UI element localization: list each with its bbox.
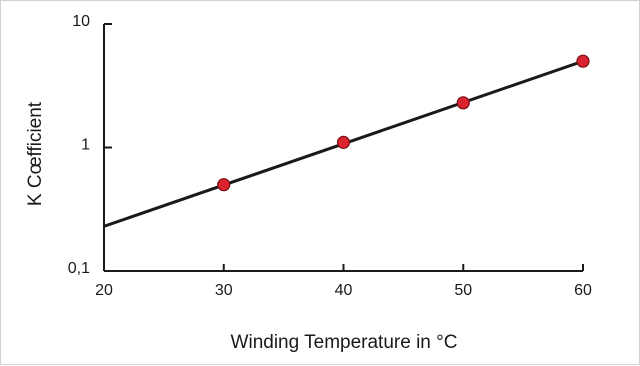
x-tick-label: 50 — [454, 282, 472, 299]
x-tick-label: 20 — [95, 282, 113, 299]
y-ticks: 0,1 1 10 — [68, 13, 112, 277]
y-tick-label: 10 — [72, 13, 90, 30]
x-tick-label: 60 — [574, 282, 592, 299]
x-axis-title: Winding Temperature in °C — [231, 332, 458, 353]
series-group — [103, 54, 590, 228]
y-axis-title: K Cœfficient — [25, 101, 46, 206]
data-point — [336, 135, 351, 149]
x-ticks: 20 30 40 50 60 — [95, 264, 592, 299]
y-tick-label: 0,1 — [68, 260, 90, 277]
y-tick-label: 1 — [81, 137, 90, 154]
x-tick-label: 30 — [215, 282, 233, 299]
x-tick-label: 40 — [335, 282, 353, 299]
data-point — [217, 178, 231, 192]
data-point — [456, 96, 470, 110]
data-point — [576, 54, 590, 68]
